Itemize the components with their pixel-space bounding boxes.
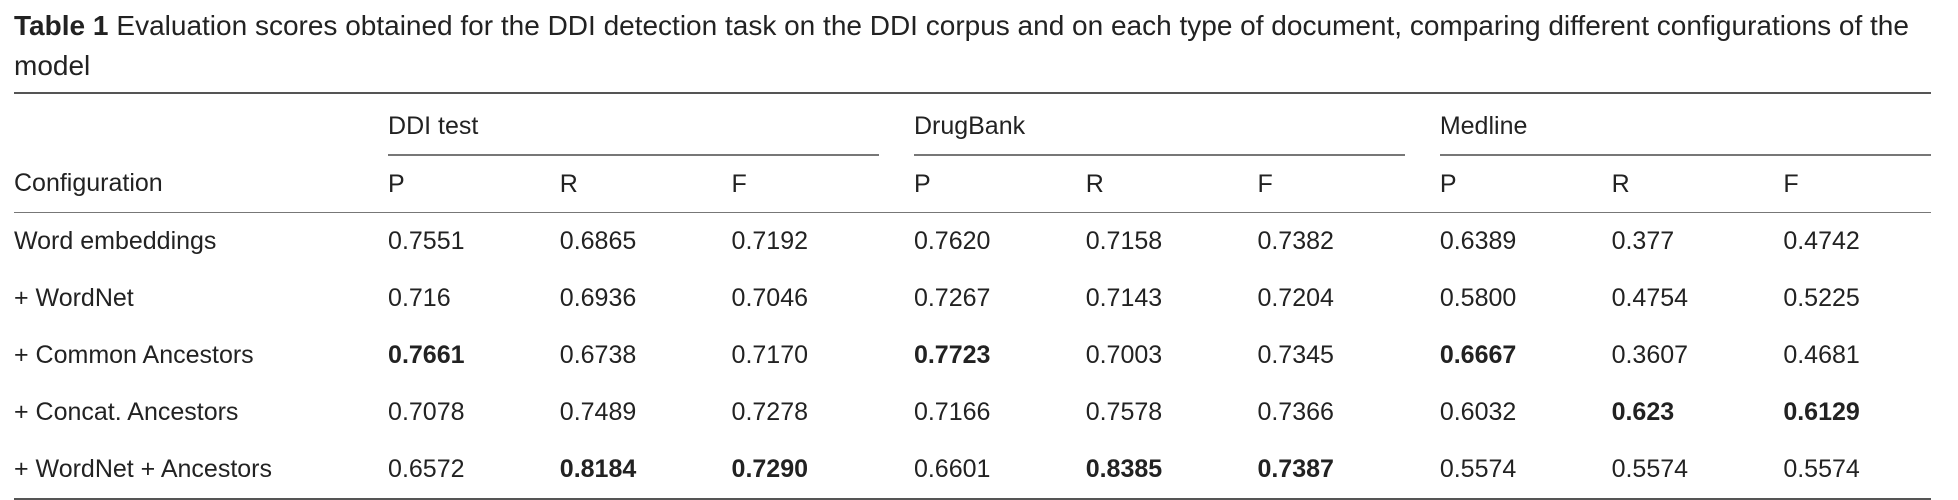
table-cell: 0.6738	[559, 341, 637, 369]
table-cell: 0.5574	[1611, 455, 1689, 483]
table-cell: 0.6936	[559, 284, 637, 312]
table-cell: 0.6389	[1439, 227, 1517, 255]
table-cell: 0.5225	[1783, 284, 1860, 312]
table-cell: 0.5800	[1439, 284, 1517, 312]
table-cell: 0.7204	[1257, 284, 1334, 312]
metric-header: R	[559, 169, 578, 198]
table-cell: 0.7267	[913, 284, 991, 312]
table-caption: Table 1 Evaluation scores obtained for th…	[14, 6, 1934, 86]
table-cell: 0.623	[1611, 398, 1675, 426]
table-cell: 0.6032	[1439, 398, 1517, 426]
table-cell: 0.6129	[1783, 398, 1860, 426]
table-cell: 0.7578	[1085, 398, 1163, 426]
metric-header: F	[1783, 169, 1799, 198]
metric-header-row: Configuration P R F P R F P R F	[14, 155, 1931, 213]
metric-header: P	[388, 169, 405, 198]
table-cell: 0.7170	[731, 341, 809, 369]
metric-header: F	[1257, 169, 1273, 198]
caption-label: Table 1	[14, 10, 109, 41]
metric-header: P	[913, 169, 931, 198]
group-header-row: DDI test DrugBank Medline	[14, 93, 1931, 156]
table-cell: 0.8184	[559, 455, 637, 483]
table-cell: 0.7278	[731, 398, 809, 426]
group-header-ddi-test: DDI test	[388, 93, 880, 156]
metric-header: F	[731, 169, 747, 198]
table-cell: 0.7366	[1257, 398, 1334, 426]
row-label: Word embeddings	[14, 227, 217, 255]
row-label: + Concat. Ancestors	[14, 398, 239, 426]
table-cell: 0.5574	[1783, 455, 1860, 483]
table-cell: 0.7620	[913, 227, 991, 255]
metric-header: R	[1085, 169, 1104, 198]
table-cell: 0.4742	[1783, 227, 1860, 255]
table-cell: 0.7387	[1257, 455, 1334, 483]
table-row: + Concat. Ancestors 0.7078 0.7489 0.7278 0.7…	[14, 384, 1931, 441]
table-cell: 0.4681	[1783, 341, 1860, 369]
table-row: + WordNet + Ancestors 0.6572 0.8184 0.7290 0…	[14, 441, 1931, 499]
table-cell: 0.7723	[913, 341, 991, 369]
table-cell: 0.7003	[1085, 341, 1163, 369]
table-cell: 0.4754	[1611, 284, 1689, 312]
table-cell: 0.5574	[1439, 455, 1517, 483]
table-cell: 0.8385	[1085, 455, 1163, 483]
table-body: Word embeddings 0.7551 0.6865 0.7192 0.7620 0…	[14, 213, 1931, 499]
table-cell: 0.7345	[1257, 341, 1334, 369]
table-cell: 0.7551	[388, 227, 465, 255]
table-cell: 0.7382	[1257, 227, 1334, 255]
empty-corner	[14, 93, 388, 155]
table-cell: 0.377	[1611, 227, 1675, 255]
table-cell: 0.7290	[731, 455, 809, 483]
group-header-drugbank: DrugBank	[913, 93, 1406, 156]
metric-header: P	[1439, 169, 1457, 198]
table-cell: 0.6865	[559, 227, 637, 255]
group-header-medline: Medline	[1439, 93, 1931, 156]
row-label: + WordNet	[14, 284, 134, 312]
row-header-configuration: Configuration	[14, 169, 163, 197]
table-cell: 0.6601	[913, 455, 991, 483]
table-row: Word embeddings 0.7551 0.6865 0.7192 0.7620 0…	[14, 213, 1931, 271]
table-cell: 0.7078	[388, 398, 465, 426]
table-cell: 0.7489	[559, 398, 637, 426]
table-row: + WordNet 0.716 0.6936 0.7046 0.7267 0.7143 0.…	[14, 270, 1931, 327]
row-label: + Common Ancestors	[14, 341, 254, 369]
table-cell: 0.7158	[1085, 227, 1163, 255]
table-row: + Common Ancestors 0.7661 0.6738 0.7170 0.77…	[14, 327, 1931, 384]
table-cell: 0.7046	[731, 284, 809, 312]
table-cell: 0.6667	[1439, 341, 1517, 369]
table-cell: 0.7166	[913, 398, 991, 426]
caption-text: Evaluation scores obtained for the DDI d…	[14, 10, 1909, 81]
metric-header: R	[1611, 169, 1630, 198]
table-cell: 0.3607	[1611, 341, 1689, 369]
row-label: + WordNet + Ancestors	[14, 455, 272, 483]
table-cell: 0.6572	[388, 455, 465, 483]
results-table: DDI test DrugBank Medline Configuration …	[14, 92, 1931, 500]
table-cell: 0.7192	[731, 227, 809, 255]
table-cell: 0.7143	[1085, 284, 1163, 312]
table-cell: 0.716	[388, 284, 451, 312]
table-cell: 0.7661	[388, 341, 465, 369]
